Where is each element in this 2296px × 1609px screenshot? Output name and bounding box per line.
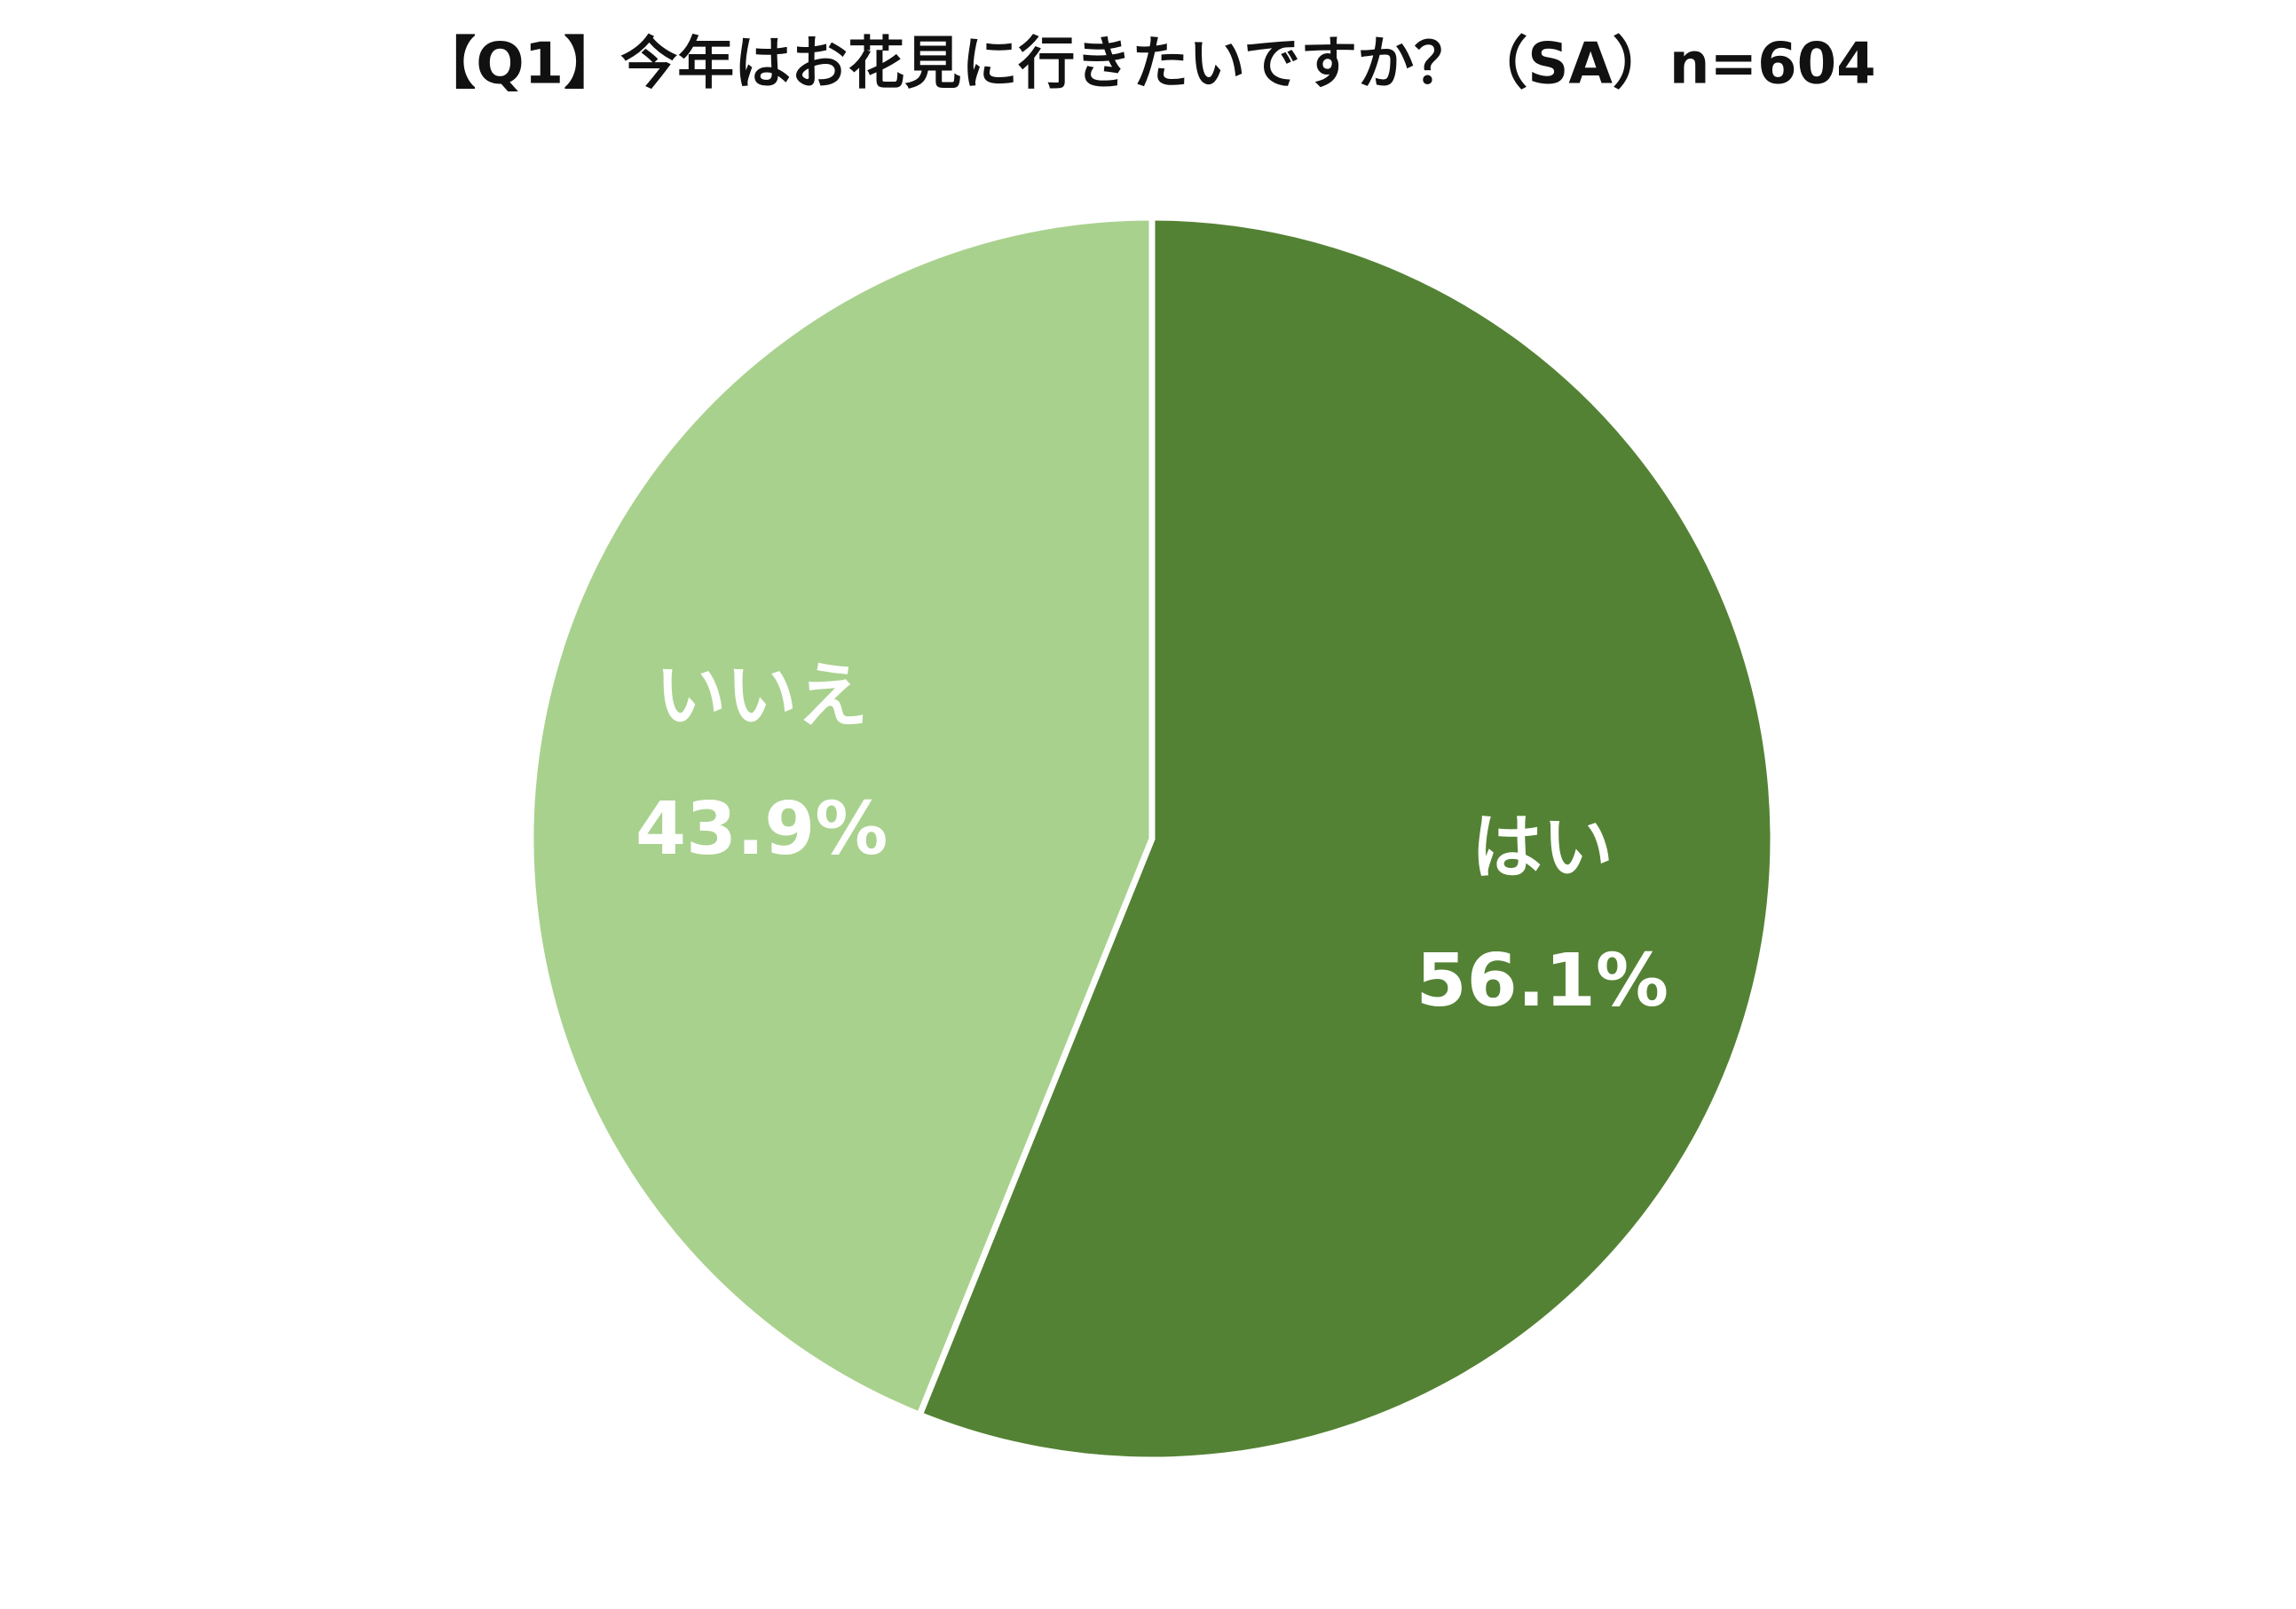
slice-label: いいえ	[655, 655, 868, 737]
pie-slice	[527, 214, 1156, 1418]
value-label: 56.1%	[1416, 939, 1669, 1023]
chart-title: 【Q1】今年はお花見に行きたいですか？（SA）n=604	[419, 32, 1875, 98]
slice-label: はい	[1471, 806, 1614, 888]
pie-slice	[916, 214, 1777, 1463]
value-label: 43.9%	[635, 787, 888, 872]
